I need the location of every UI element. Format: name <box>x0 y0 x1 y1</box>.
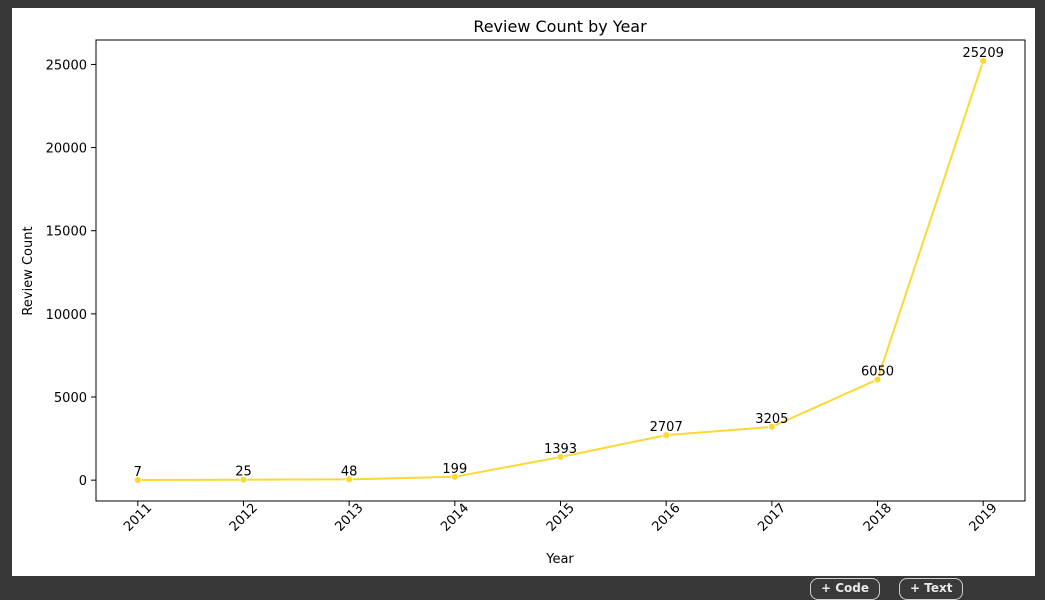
x-tick-label: 2016 <box>650 501 684 535</box>
data-label: 3205 <box>755 412 788 427</box>
add-text-button[interactable]: + Text <box>899 578 964 600</box>
data-labels: 7 25 48 199 1393 2707 3205 6050 25209 <box>134 46 1004 480</box>
y-tick-label: 20000 <box>46 142 87 157</box>
x-tick-label: 2017 <box>755 501 789 535</box>
x-axis-title: Year <box>545 552 574 567</box>
y-axis: 0 5000 10000 15000 20000 25000 <box>46 58 96 489</box>
plot-frame <box>95 39 1026 502</box>
x-tick-label: 2011 <box>121 501 155 535</box>
y-tick-label: 0 <box>79 474 87 489</box>
data-point <box>239 475 248 484</box>
x-tick-label: 2014 <box>438 501 472 535</box>
x-tick-label: 2015 <box>544 501 578 535</box>
data-point <box>450 472 459 481</box>
data-label: 25 <box>235 465 252 480</box>
data-point <box>133 476 142 484</box>
data-label: 2707 <box>650 420 683 435</box>
output-cell: Review Count by Year 0 5000 10000 15000 2000… <box>12 8 1035 576</box>
data-label: 1393 <box>544 442 577 457</box>
y-axis-title: Review Count <box>21 226 36 315</box>
x-axis: 2011 2012 2013 2014 2015 2016 2017 2018 2019 <box>121 501 1000 535</box>
data-label: 7 <box>134 465 142 480</box>
data-point <box>767 422 776 431</box>
y-tick-label: 25000 <box>46 58 87 73</box>
data-label: 199 <box>442 462 467 477</box>
data-point <box>662 431 671 440</box>
x-tick-label: 2012 <box>227 501 261 535</box>
series-review-count <box>133 57 988 484</box>
data-point <box>345 475 354 484</box>
x-tick-label: 2013 <box>333 501 367 535</box>
chart-title: Review Count by Year <box>473 17 647 36</box>
data-label: 48 <box>341 464 358 479</box>
y-tick-label: 15000 <box>46 225 87 240</box>
x-tick-label: 2018 <box>861 501 895 535</box>
series-line <box>137 60 985 481</box>
data-label: 25209 <box>963 46 1004 61</box>
y-tick-label: 10000 <box>46 308 87 323</box>
y-tick-label: 5000 <box>54 391 87 406</box>
x-tick-label: 2019 <box>967 501 1001 535</box>
data-label: 6050 <box>861 365 894 380</box>
data-point <box>556 453 565 461</box>
data-point <box>979 57 988 65</box>
line-chart: Review Count by Year 0 5000 10000 15000 2000… <box>21 17 1026 567</box>
data-point <box>873 375 882 384</box>
add-code-button[interactable]: + Code <box>810 578 881 600</box>
